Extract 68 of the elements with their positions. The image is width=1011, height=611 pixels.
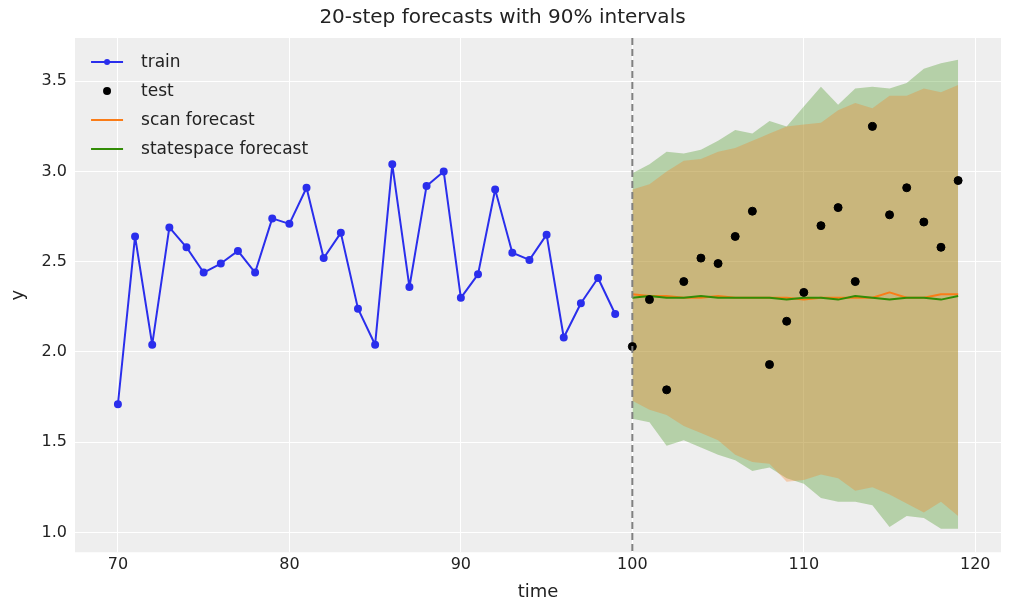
point — [816, 221, 826, 231]
point — [319, 254, 328, 263]
point — [696, 253, 706, 263]
point — [867, 121, 877, 131]
legend-label: statespace forecast — [141, 138, 309, 159]
point — [747, 206, 757, 216]
x-tick-label: 120 — [960, 553, 991, 573]
x-tick-label: 90 — [450, 553, 472, 573]
chart-title: 20-step forecasts with 90% intervals — [319, 4, 686, 29]
point — [833, 203, 843, 213]
point — [953, 176, 963, 186]
point — [559, 333, 568, 342]
point — [491, 185, 500, 194]
point — [353, 304, 362, 313]
y-tick-label: 1.5 — [41, 431, 68, 451]
point — [456, 293, 465, 302]
point — [765, 360, 775, 370]
point — [594, 273, 603, 282]
legend-label: scan forecast — [141, 109, 255, 130]
point — [216, 259, 225, 268]
y-tick-label: 1.0 — [41, 521, 68, 541]
point — [405, 282, 414, 291]
point — [919, 217, 929, 227]
point — [936, 242, 946, 252]
point — [113, 400, 122, 409]
point — [285, 219, 294, 228]
legend-label: train — [141, 51, 181, 72]
x-tick-label: 100 — [617, 553, 648, 573]
point — [644, 295, 654, 305]
y-tick-label: 3.0 — [41, 160, 68, 180]
point — [251, 268, 260, 277]
point — [165, 223, 174, 232]
point — [131, 232, 140, 241]
point — [148, 340, 157, 349]
point — [474, 270, 483, 279]
point — [782, 316, 792, 326]
point — [182, 243, 191, 252]
x-tick-label: 110 — [788, 553, 820, 573]
point — [850, 277, 860, 287]
y-axis-title: y — [6, 289, 28, 301]
y-tick-label: 3.5 — [41, 70, 68, 90]
point — [730, 231, 740, 241]
point — [713, 259, 723, 269]
point — [576, 299, 585, 308]
point — [233, 246, 242, 255]
x-tick-label: 80 — [279, 553, 300, 573]
point — [268, 214, 277, 223]
point — [388, 160, 397, 169]
point — [679, 277, 689, 287]
legend-label: test — [141, 80, 175, 101]
point — [371, 340, 380, 349]
point — [662, 385, 672, 395]
y-tick-label: 2.5 — [41, 250, 68, 270]
x-axis-title: time — [517, 579, 559, 601]
point — [525, 255, 534, 264]
x-tick-label: 70 — [107, 553, 129, 573]
point — [885, 210, 895, 220]
point — [799, 287, 809, 297]
point — [542, 230, 551, 239]
y-tick-label: 2.0 — [41, 341, 68, 361]
point — [199, 268, 208, 277]
point — [422, 181, 431, 190]
point — [336, 228, 345, 237]
point — [302, 183, 311, 192]
point — [439, 167, 448, 176]
point — [902, 183, 912, 193]
point — [611, 310, 620, 319]
point — [508, 248, 517, 257]
